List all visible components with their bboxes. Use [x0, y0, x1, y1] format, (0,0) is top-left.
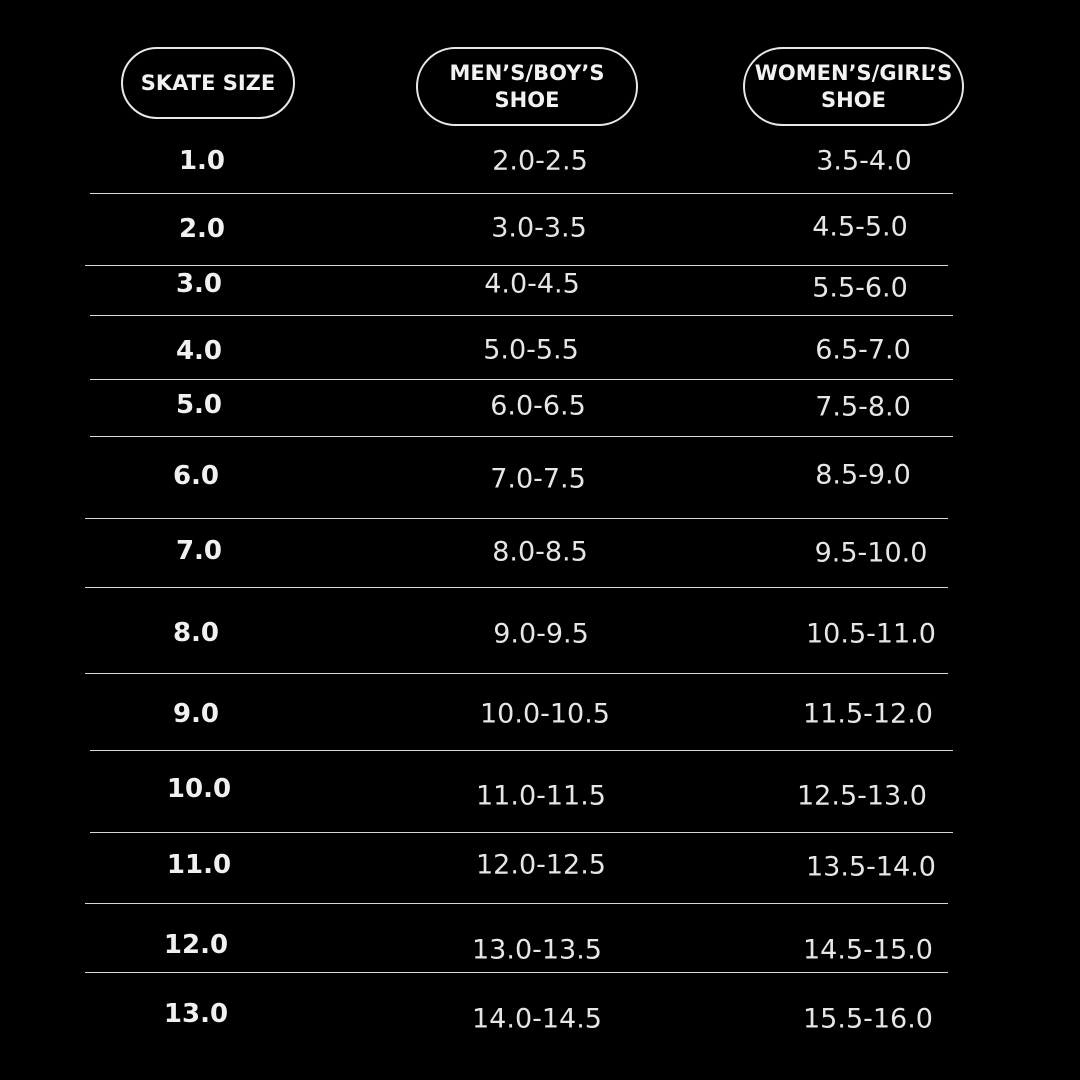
womens-shoe-cell: 10.5-11.0: [806, 618, 936, 650]
skate-size-cell: 12.0: [163, 930, 229, 960]
row-divider: [90, 315, 953, 316]
mens-shoe-cell: 10.0-10.5: [480, 698, 610, 730]
skate-size-cell: 6.0: [172, 461, 220, 491]
womens-shoe-cell: 6.5-7.0: [815, 334, 911, 366]
skate-size-cell: 7.0: [175, 536, 223, 566]
row-divider: [90, 436, 953, 437]
womens-shoe-cell: 4.5-5.0: [812, 211, 908, 243]
row-divider: [90, 750, 953, 751]
row-divider: [90, 193, 953, 194]
mens-shoe-cell: 14.0-14.5: [472, 1003, 602, 1035]
mens-shoe-cell: 2.0-2.5: [492, 145, 588, 177]
skate-size-cell: 8.0: [172, 618, 220, 648]
mens-shoe-cell: 13.0-13.5: [472, 934, 602, 966]
skate-size-cell: 13.0: [163, 999, 229, 1029]
womens-shoe-cell: 8.5-9.0: [815, 459, 911, 491]
header-mens-line1: MEN’S/BOY’S: [449, 60, 605, 85]
skate-size-cell: 1.0: [178, 146, 226, 176]
skate-size-cell: 11.0: [166, 850, 232, 880]
womens-shoe-cell: 5.5-6.0: [812, 272, 908, 304]
womens-shoe-cell: 12.5-13.0: [797, 780, 927, 812]
skate-size-cell: 9.0: [172, 699, 220, 729]
mens-shoe-cell: 7.0-7.5: [490, 463, 586, 495]
row-divider: [90, 379, 953, 380]
row-divider: [85, 972, 948, 973]
header-womens-line1: WOMEN’S/GIRL’S: [754, 60, 953, 85]
mens-shoe-cell: 3.0-3.5: [491, 212, 587, 244]
row-divider: [90, 832, 953, 833]
skate-size-cell: 5.0: [175, 390, 223, 420]
mens-shoe-cell: 9.0-9.5: [493, 618, 589, 650]
header-mens-line2: SHOE: [494, 87, 560, 112]
mens-shoe-cell: 6.0-6.5: [490, 390, 586, 422]
womens-shoe-cell: 3.5-4.0: [816, 145, 912, 177]
row-divider: [85, 673, 948, 674]
row-divider: [85, 587, 948, 588]
skate-size-cell: 3.0: [175, 269, 223, 299]
mens-shoe-cell: 5.0-5.5: [483, 334, 579, 366]
header-womens-shoe: WOMEN’S/GIRL’S SHOE: [743, 47, 964, 126]
womens-shoe-cell: 11.5-12.0: [803, 698, 933, 730]
mens-shoe-cell: 8.0-8.5: [492, 536, 588, 568]
mens-shoe-cell: 4.0-4.5: [484, 268, 580, 300]
skate-size-cell: 4.0: [175, 336, 223, 366]
header-skate-size: SKATE SIZE: [121, 47, 295, 119]
header-skate-size-label: SKATE SIZE: [140, 70, 276, 95]
womens-shoe-cell: 7.5-8.0: [815, 391, 911, 423]
mens-shoe-cell: 11.0-11.5: [476, 780, 606, 812]
womens-shoe-cell: 13.5-14.0: [806, 851, 936, 883]
mens-shoe-cell: 12.0-12.5: [476, 849, 606, 881]
womens-shoe-cell: 9.5-10.0: [814, 537, 928, 569]
skate-size-cell: 2.0: [178, 214, 226, 244]
row-divider: [85, 903, 948, 904]
skate-size-cell: 10.0: [166, 774, 232, 804]
header-mens-shoe-label: MEN’S/BOY’S SHOE: [449, 60, 604, 114]
header-mens-shoe: MEN’S/BOY’S SHOE: [416, 47, 638, 126]
row-divider: [85, 518, 948, 519]
row-divider: [85, 265, 948, 266]
header-womens-shoe-label: WOMEN’S/GIRL’S SHOE: [755, 60, 952, 114]
womens-shoe-cell: 14.5-15.0: [803, 934, 933, 966]
header-womens-line2: SHOE: [821, 87, 886, 112]
womens-shoe-cell: 15.5-16.0: [803, 1003, 933, 1035]
